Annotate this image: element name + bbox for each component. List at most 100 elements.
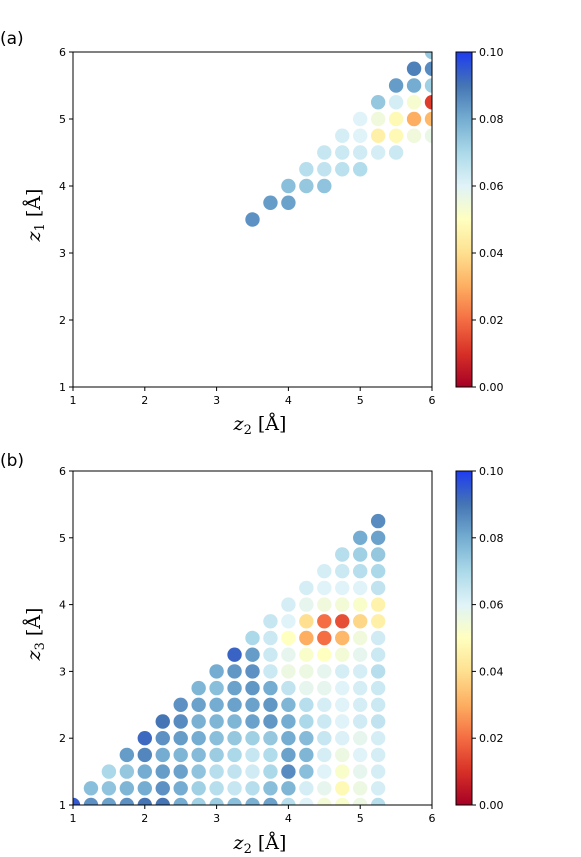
data-point (335, 630, 350, 646)
data-point (227, 747, 242, 763)
data-point (0, 78, 7, 92)
data-point (0, 95, 7, 109)
data-point (0, 648, 7, 662)
data-point (209, 781, 224, 796)
data-point (263, 764, 278, 779)
data-point (353, 597, 368, 612)
data-point (0, 78, 7, 92)
data-point (335, 697, 350, 712)
data-point (335, 747, 350, 763)
data-point (0, 78, 7, 92)
data-point (173, 714, 188, 729)
data-point (263, 664, 278, 679)
data-point (0, 78, 7, 92)
data-point (370, 731, 386, 746)
data-point (281, 764, 296, 779)
data-point (299, 680, 314, 696)
data-point (353, 547, 368, 562)
data-point (0, 531, 7, 545)
data-point (406, 95, 422, 110)
data-point (299, 580, 314, 596)
data-point (335, 145, 350, 160)
data-point (335, 647, 350, 662)
data-point (335, 128, 350, 143)
data-point (119, 797, 135, 805)
data-point (0, 781, 7, 795)
data-point (173, 697, 188, 712)
data-point (227, 764, 242, 779)
data-point (317, 731, 332, 746)
data-point (209, 731, 224, 746)
data-point (119, 747, 135, 763)
y-tick-label: 5 (59, 113, 66, 126)
data-point (299, 178, 314, 194)
data-point (245, 212, 260, 227)
data-point (191, 697, 206, 712)
y-axis-label: z3 [Å] (23, 608, 48, 662)
data-point (299, 781, 314, 796)
data-point (227, 781, 242, 796)
colorbar-tick-label: 0.06 (479, 599, 504, 612)
data-point (353, 111, 368, 127)
y-tick-label: 1 (59, 799, 66, 812)
data-point (317, 162, 332, 177)
x-tick-label: 6 (429, 394, 436, 407)
y-tick-label: 4 (59, 180, 66, 193)
data-point (83, 797, 99, 805)
data-point (191, 781, 206, 796)
data-point (281, 747, 296, 763)
data-point (335, 714, 350, 729)
data-point (317, 697, 332, 712)
data-point (173, 764, 188, 779)
data-point (0, 664, 7, 678)
data-point (317, 664, 332, 679)
data-point (353, 630, 368, 646)
data-point (245, 731, 260, 746)
data-point (370, 145, 386, 160)
y-tick-label: 4 (59, 599, 66, 612)
panel-label: (b) (0, 451, 24, 471)
data-point (370, 530, 386, 545)
data-point (227, 697, 242, 712)
x-tick-label: 1 (70, 812, 77, 825)
data-point (335, 731, 350, 746)
data-point (209, 797, 224, 805)
data-point (353, 145, 368, 160)
data-point (370, 747, 386, 763)
data-point (424, 95, 432, 110)
data-point (0, 731, 7, 745)
data-point (173, 781, 188, 796)
data-point (317, 630, 332, 646)
y-tick-label: 2 (59, 314, 66, 327)
data-point (406, 111, 422, 127)
data-point (119, 764, 135, 779)
data-point (209, 747, 224, 763)
data-point (0, 62, 7, 76)
data-point (370, 781, 386, 796)
data-point (299, 731, 314, 746)
data-point (335, 580, 350, 596)
data-point (0, 78, 7, 92)
data-point (0, 547, 7, 561)
data-point (245, 647, 260, 662)
data-point (227, 680, 242, 696)
data-point (155, 764, 170, 779)
data-points (0, 513, 386, 805)
x-tick-label: 4 (285, 812, 292, 825)
x-tick-label: 3 (213, 812, 220, 825)
data-point (281, 714, 296, 729)
data-point (101, 764, 117, 779)
data-point (370, 128, 386, 143)
data-point (0, 78, 7, 92)
data-point (227, 714, 242, 729)
data-point (0, 95, 7, 109)
data-point (353, 162, 368, 177)
y-tick-label: 2 (59, 732, 66, 745)
colorbar-tick-label: 0.08 (479, 113, 504, 126)
data-point (83, 781, 99, 796)
data-point (263, 781, 278, 796)
data-point (317, 797, 332, 805)
data-point (317, 597, 332, 612)
data-point (353, 697, 368, 712)
